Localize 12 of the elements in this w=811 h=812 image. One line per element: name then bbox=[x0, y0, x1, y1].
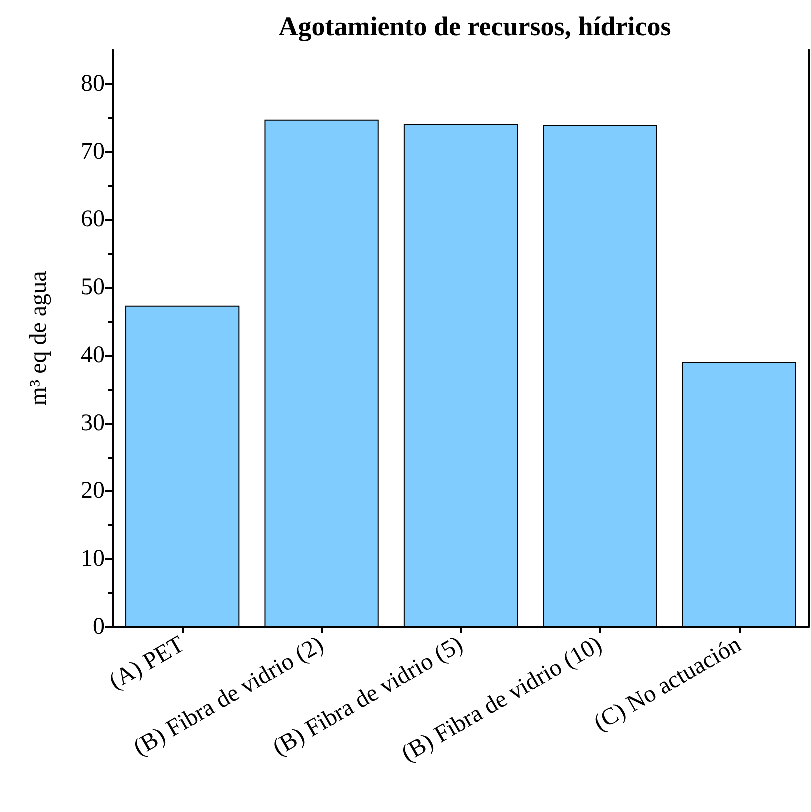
y-tick-label: 60 bbox=[81, 206, 105, 233]
chart-title: Agotamiento de recursos, hídricos bbox=[278, 12, 672, 42]
y-tick-label: 50 bbox=[81, 274, 105, 301]
y-tick-label: 80 bbox=[81, 70, 105, 97]
y-axis-title: m³ eq de agua bbox=[26, 270, 52, 406]
y-tick-label: 40 bbox=[81, 342, 105, 368]
y-tick-label: 10 bbox=[81, 546, 105, 572]
y-tick-label: 30 bbox=[81, 410, 105, 436]
y-tick-label: 0 bbox=[93, 614, 105, 640]
y-tick-label: 70 bbox=[81, 138, 105, 165]
x-tick-label: (A) PET bbox=[105, 632, 190, 696]
y-tick-label: 20 bbox=[81, 478, 105, 504]
